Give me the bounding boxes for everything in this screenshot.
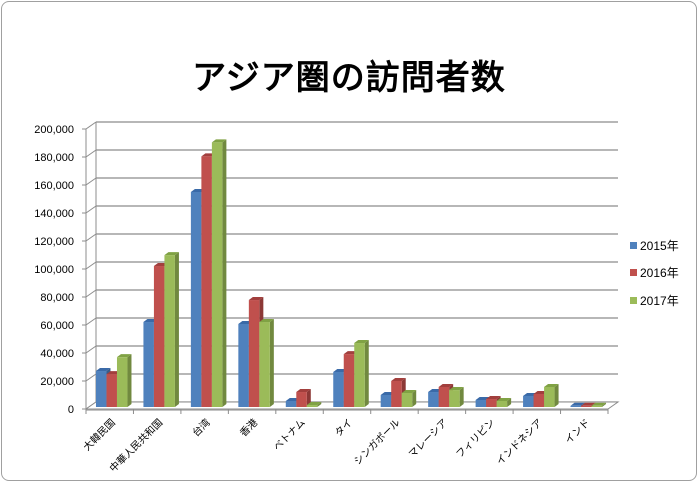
y-tick-label: 140,000 — [34, 208, 74, 220]
y-tick-label: 0 — [68, 404, 74, 416]
x-category-label: シンガポール — [352, 417, 403, 468]
y-tick-label: 200,000 — [34, 124, 74, 136]
y-tick-label: 60,000 — [40, 320, 74, 332]
bar — [306, 405, 318, 407]
bar — [143, 322, 154, 407]
bar — [248, 300, 260, 407]
bar — [570, 405, 582, 407]
x-category-label: フィリピン — [454, 417, 498, 461]
bar — [544, 386, 555, 407]
bar — [475, 400, 487, 407]
legend-swatch-icon — [630, 269, 637, 276]
bar — [153, 266, 165, 407]
y-tick-label: 180,000 — [34, 152, 74, 164]
bar — [343, 354, 355, 407]
bar — [438, 386, 450, 407]
y-tick-label: 120,000 — [34, 236, 74, 248]
y-tick-label: 100,000 — [34, 264, 74, 276]
bar — [211, 142, 223, 407]
bar — [581, 405, 592, 407]
x-category-label: 香港 — [238, 417, 261, 440]
bar — [533, 393, 545, 407]
bar — [164, 255, 175, 407]
bar — [428, 392, 439, 407]
bar — [259, 322, 270, 407]
bar — [486, 399, 497, 407]
y-tick-label: 20,000 — [40, 376, 74, 388]
legend-item-2017: 2017年 — [630, 293, 679, 308]
bar — [333, 372, 344, 407]
x-category-label: インドネシア — [494, 417, 545, 468]
bar — [95, 371, 107, 407]
chart-title: アジア圏の訪問者数 — [192, 58, 506, 98]
bar — [106, 374, 117, 407]
legend-item-2016: 2016年 — [630, 266, 679, 280]
x-category-label: インド — [563, 417, 592, 446]
bar — [190, 191, 202, 407]
x-category-label: マレーシア — [407, 417, 450, 460]
legend-swatch-icon — [630, 241, 637, 249]
bar — [391, 380, 402, 407]
bar — [354, 343, 365, 407]
bar — [591, 405, 603, 407]
legend-label: 2015年 — [640, 238, 679, 253]
bar — [296, 392, 307, 407]
bars — [95, 139, 607, 407]
y-tick-label: 80,000 — [40, 292, 74, 304]
legend: 2015年 2016年 2017年 — [630, 238, 679, 321]
bar — [401, 393, 413, 407]
bar — [116, 357, 128, 407]
x-category-label: 大韓民国 — [80, 416, 117, 453]
legend-swatch-icon — [630, 296, 637, 304]
y-tick-label: 40,000 — [40, 348, 74, 360]
x-category-label: 台湾 — [189, 416, 212, 439]
bar — [238, 323, 249, 407]
legend-item-2015: 2015年 — [630, 238, 679, 253]
bar — [496, 400, 508, 407]
bar — [380, 394, 392, 407]
bar — [523, 395, 534, 407]
bar — [285, 400, 297, 407]
bar — [449, 390, 460, 407]
x-category-label: タイ — [332, 417, 355, 440]
legend-label: 2016年 — [640, 266, 679, 280]
legend-label: 2017年 — [640, 293, 679, 308]
x-category-label: ベトナム — [271, 417, 308, 454]
bar — [201, 156, 212, 407]
y-tick-label: 160,000 — [34, 180, 74, 192]
